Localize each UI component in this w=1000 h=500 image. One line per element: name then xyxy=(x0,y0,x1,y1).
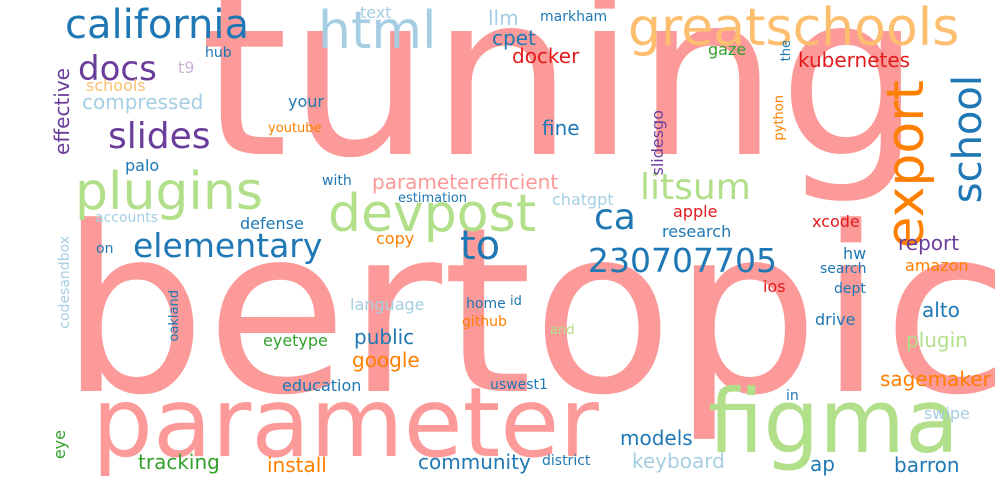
word-copy: copy xyxy=(376,229,415,248)
word-compressed: compressed xyxy=(82,90,204,114)
word-export: export xyxy=(876,80,936,249)
word-eye: eye xyxy=(50,430,69,460)
word-dept: dept xyxy=(834,281,866,297)
word-eyetype: eyetype xyxy=(263,331,328,350)
word-school: school xyxy=(945,75,991,204)
word-markham: markham xyxy=(540,9,608,25)
word-docs: docs xyxy=(78,49,157,89)
word-swipe: swipe xyxy=(924,404,970,423)
word-github: github xyxy=(462,314,507,330)
word-home: home xyxy=(466,296,506,312)
word-to: to xyxy=(460,223,501,269)
word-alto: alto xyxy=(922,298,960,322)
word-docker: docker xyxy=(512,44,580,68)
word-youtube: youtube xyxy=(268,121,322,136)
word-language: language xyxy=(350,295,425,314)
word-defense: defense xyxy=(240,214,304,233)
word-district: district xyxy=(542,453,591,469)
word-chatgpt: chatgpt xyxy=(552,190,614,209)
word-report: report xyxy=(898,231,960,255)
word-tracking: tracking xyxy=(138,450,220,474)
word-barron: barron xyxy=(894,453,960,477)
word-figma: figma xyxy=(708,370,959,473)
word-drive: drive xyxy=(815,310,856,329)
word-your: your xyxy=(288,92,324,111)
word-hub: hub xyxy=(205,45,232,61)
word-the: the xyxy=(779,40,794,62)
word-tuning: tuning xyxy=(200,0,922,208)
word-t9: t9 xyxy=(178,58,195,77)
word-accounts: accounts xyxy=(95,210,159,226)
word-community: community xyxy=(418,450,531,474)
word-amazon: amazon xyxy=(905,256,969,275)
word-sagemaker: sagemaker xyxy=(880,367,991,391)
word-estimation: estimation xyxy=(398,191,468,206)
word-install: install xyxy=(267,453,327,477)
word-search: search xyxy=(820,261,867,277)
word-california: california xyxy=(65,2,250,48)
word-python: python xyxy=(772,95,787,141)
word-parameter: parameter xyxy=(92,367,599,479)
word-230707705: 230707705 xyxy=(588,241,777,280)
word-gaze: gaze xyxy=(708,40,747,59)
word-slidesgo: slidesgo xyxy=(648,110,667,176)
word-devpost: devpost xyxy=(328,184,537,244)
word-bertopic: bertopic xyxy=(60,179,1000,446)
word-cpet: cpet xyxy=(492,26,536,50)
word-llm: llm xyxy=(488,6,519,30)
word-fine: fine xyxy=(542,116,580,140)
word-on: on xyxy=(96,241,114,257)
word-google: google xyxy=(352,348,420,372)
word-with: with xyxy=(322,173,352,189)
word-oakland: oakland xyxy=(167,290,182,342)
word-kubernetes: kubernetes xyxy=(798,48,911,72)
word-apple: apple xyxy=(673,202,718,221)
word-uswest1: uswest1 xyxy=(490,377,548,393)
word-in: in xyxy=(786,388,799,404)
word-parameterefficient: parameterefficient xyxy=(372,170,559,194)
word-keyboard: keyboard xyxy=(632,449,725,473)
word-ap: ap xyxy=(810,452,835,476)
word-palo: palo xyxy=(125,156,160,175)
word-html: html xyxy=(318,1,437,61)
word-hw: hw xyxy=(843,244,867,263)
word-models: models xyxy=(620,426,693,450)
word-schools: schools xyxy=(86,76,146,95)
word-codesandbox: codesandbox xyxy=(57,236,73,329)
word-xcode: xcode xyxy=(812,212,860,231)
word-and: and xyxy=(550,323,575,338)
word-slides: slides xyxy=(108,116,211,157)
word-research: research xyxy=(662,222,732,241)
word-id: id xyxy=(510,294,522,309)
word-ca: ca xyxy=(594,197,636,238)
word-public: public xyxy=(354,325,415,349)
word-litsum: litsum xyxy=(640,167,751,208)
word-greatschools: greatschools xyxy=(628,0,960,58)
word-plugins: plugins xyxy=(75,162,263,222)
word-elementary: elementary xyxy=(133,226,323,265)
word-education: education xyxy=(282,376,362,395)
word-effective: effective xyxy=(50,68,74,155)
word-plugin: plugin xyxy=(906,328,968,352)
word-ios: ios xyxy=(763,277,786,296)
word-text: text xyxy=(360,3,392,22)
